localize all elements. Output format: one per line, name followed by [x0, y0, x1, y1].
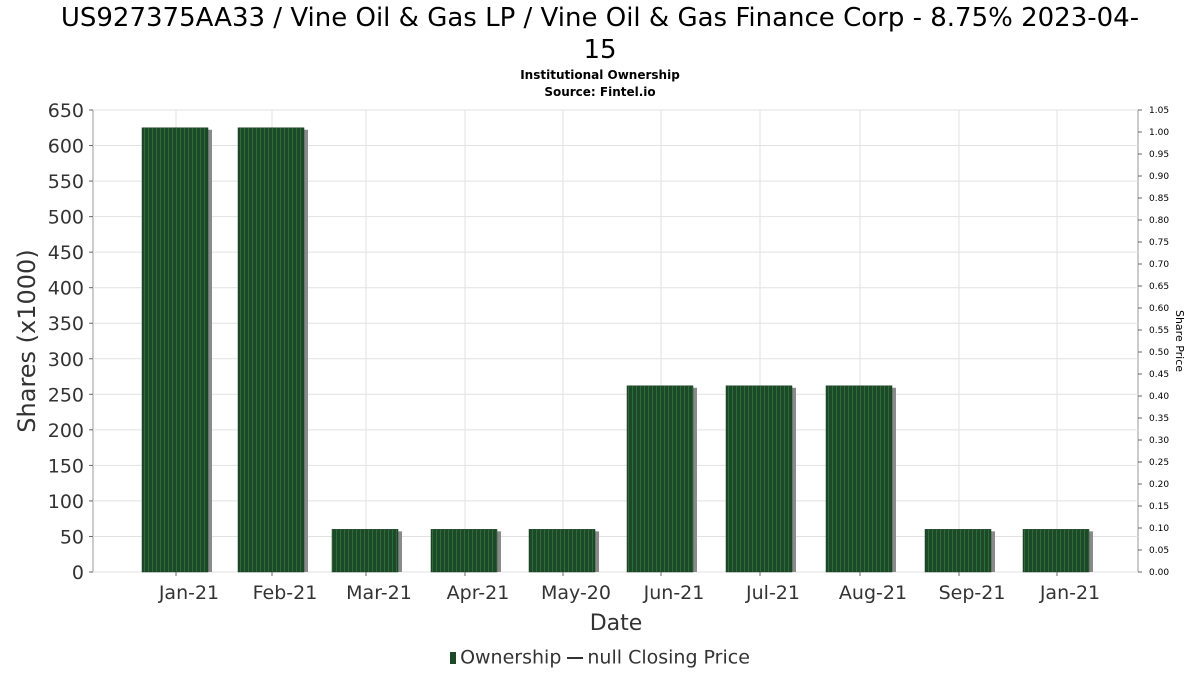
y-tick-label: 250: [48, 384, 84, 406]
y-tick-label: 50: [60, 526, 84, 548]
y2-tick-label: 0.60: [1149, 304, 1169, 314]
legend-closing-price-label: null Closing Price: [587, 646, 750, 669]
chart-title-line-1: US927375AA33 / Vine Oil & Gas LP / Vine …: [60, 3, 1140, 33]
y2-tick-label: 0.65: [1149, 282, 1169, 292]
x-tick-label: Mar-21: [346, 582, 412, 604]
bar: [430, 529, 498, 573]
ownership-legend-swatch: [450, 651, 457, 664]
y-tick-label: 550: [48, 171, 84, 193]
chart-title-line-2: 15: [583, 35, 617, 65]
y2-tick-label: 0.55: [1149, 326, 1169, 336]
y-tick-label: 0: [72, 562, 84, 584]
y-tick-label: 200: [48, 420, 84, 442]
x-tick-label: Jan-21: [1039, 582, 1100, 604]
y-tick-label: 350: [48, 313, 84, 335]
legend: Ownership null Closing Price: [0, 646, 1200, 669]
y-tick-label: 100: [48, 491, 84, 513]
chart-title: US927375AA33 / Vine Oil & Gas LP / Vine …: [0, 2, 1200, 66]
chart-source: Source: Fintel.io: [544, 85, 656, 99]
y2-tick-label: 0.90: [1149, 172, 1169, 182]
y2-tick-label: 0.15: [1149, 502, 1169, 512]
y2-tick-label: 0.00: [1149, 568, 1169, 578]
bar: [825, 385, 893, 573]
y-axis-label: Shares (x1000): [13, 249, 41, 432]
bar: [1022, 529, 1090, 573]
chart-subtitle: Institutional Ownership: [520, 68, 680, 82]
closing-price-legend-swatch: [567, 656, 584, 659]
y-tick-label: 150: [48, 455, 84, 477]
x-tick-label: Apr-21: [447, 582, 510, 604]
y2-tick-label: 0.40: [1149, 392, 1169, 402]
x-tick-label: Jun-21: [643, 582, 705, 604]
y2-axis-label: Share Price: [1173, 310, 1186, 372]
y2-tick-label: 0.10: [1149, 524, 1169, 534]
y2-tick-label: 0.95: [1149, 150, 1169, 160]
y-tick-label: 650: [48, 100, 84, 122]
bar: [331, 529, 399, 573]
x-tick-label: Aug-21: [839, 582, 907, 604]
x-tick-label: Jan-21: [158, 582, 219, 604]
bar: [141, 127, 209, 573]
y-tick-label: 400: [48, 278, 84, 300]
y-tick-label: 600: [48, 136, 84, 158]
y-tick-label: 500: [48, 207, 84, 229]
bar: [725, 385, 793, 573]
y2-tick-label: 0.70: [1149, 260, 1169, 270]
y2-tick-label: 1.00: [1149, 128, 1169, 138]
bar: [237, 127, 305, 573]
y2-tick-label: 0.85: [1149, 194, 1169, 204]
y2-tick-label: 1.05: [1149, 106, 1169, 116]
x-tick-label: Feb-21: [253, 582, 318, 604]
y2-tick-label: 0.30: [1149, 436, 1169, 446]
bar: [528, 529, 596, 573]
y-tick-label: 300: [48, 349, 84, 371]
y2-tick-label: 0.80: [1149, 216, 1169, 226]
x-axis-label: Date: [590, 611, 643, 636]
y-tick-label: 450: [48, 242, 84, 264]
x-tick-label: Sep-21: [939, 582, 1006, 604]
y2-tick-label: 0.35: [1149, 414, 1169, 424]
x-tick-label: May-20: [541, 582, 611, 604]
y2-tick-label: 0.75: [1149, 238, 1169, 248]
y2-tick-label: 0.25: [1149, 458, 1169, 468]
y2-tick-label: 0.50: [1149, 348, 1169, 358]
bar: [924, 529, 992, 573]
legend-ownership-label: Ownership: [460, 646, 562, 669]
x-tick-label: Jul-21: [745, 582, 800, 604]
y2-tick-label: 0.45: [1149, 370, 1169, 380]
y2-tick-label: 0.20: [1149, 480, 1169, 490]
bar: [626, 385, 694, 573]
y2-tick-label: 0.05: [1149, 546, 1169, 556]
